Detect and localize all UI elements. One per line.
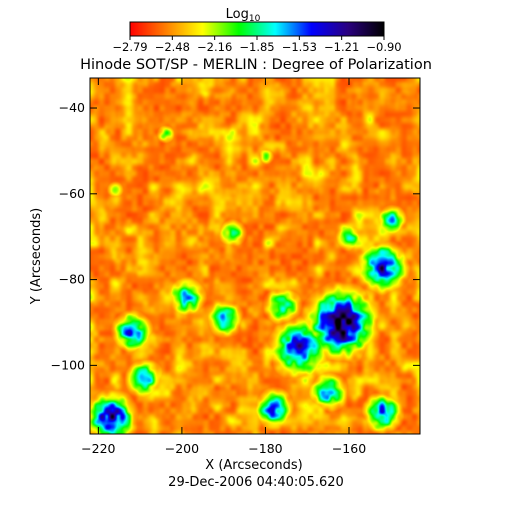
x-axis-label: X (Arcseconds) — [205, 458, 302, 473]
x-tick-label: −160 — [332, 441, 366, 456]
colorbar-tick-label: −2.48 — [155, 40, 190, 54]
colorbar-tick-label: −1.21 — [324, 40, 359, 54]
y-axis-label: Y (Arcseconds) — [29, 208, 44, 305]
colorbar-tick-label: −2.79 — [112, 40, 147, 54]
colorbar-tick-label: −0.90 — [366, 40, 401, 54]
x-tick-label: −180 — [248, 441, 282, 456]
y-tick-label: −80 — [59, 272, 85, 287]
colorbar-ticks: −2.79 −2.48 −2.16 −1.85 −1.53 −1.21 −0.90 — [112, 36, 402, 54]
colorbar-tick-label: −2.16 — [197, 40, 232, 54]
colorbar: Log10 −2.79 −2.48 −2.16 −1.85 −1.53 −1.21 −0.9… — [112, 7, 401, 54]
x-axis-ticks: −220 −200 −180 −160 — [81, 78, 366, 456]
x-tick-label: −220 — [81, 441, 115, 456]
y-axis-ticks: −100 −80 −60 −40 — [51, 100, 420, 372]
colorbar-gradient — [129, 21, 385, 37]
colorbar-tick-label: −1.85 — [239, 40, 274, 54]
y-tick-label: −100 — [51, 357, 85, 372]
timestamp: 29-Dec-2006 04:40:05.620 — [168, 475, 344, 490]
plot-frame — [89, 77, 421, 435]
y-tick-label: −40 — [59, 100, 85, 115]
chart-title: Hinode SOT/SP - MERLIN : Degree of Polar… — [80, 57, 432, 73]
y-tick-label: −60 — [59, 186, 85, 201]
colorbar-tick-label: −1.53 — [282, 40, 317, 54]
colorbar-label: Log10 — [226, 7, 261, 24]
x-tick-label: −200 — [165, 441, 199, 456]
polarization-heatmap — [90, 78, 420, 434]
heatmap-area: −220 −200 −180 −160 −100 −80 −60 −40 — [51, 77, 421, 456]
